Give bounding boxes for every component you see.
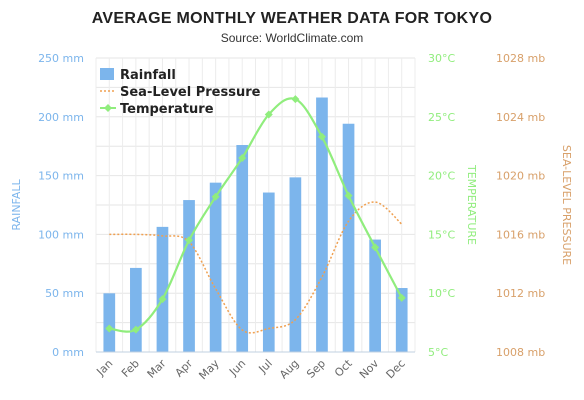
legend-label[interactable]: Temperature xyxy=(120,102,214,117)
x-tick-label: Sep xyxy=(304,357,328,381)
x-tick-label: Nov xyxy=(357,357,382,382)
temperature-point xyxy=(397,293,406,302)
temperature-point xyxy=(344,191,353,200)
temperature-point xyxy=(131,325,140,334)
pressure-tick-label: 1008 mb xyxy=(496,346,545,359)
x-tick-label: Mar xyxy=(145,357,169,381)
rainfall-bar xyxy=(156,226,169,352)
temperature-point xyxy=(211,192,220,201)
rainfall-tick-label: 200 mm xyxy=(38,111,84,124)
temperature-point xyxy=(185,236,194,245)
pressure-tick-label: 1012 mb xyxy=(496,287,545,300)
pressure-tick-label: 1028 mb xyxy=(496,52,545,65)
x-tick-label: Jan xyxy=(94,357,116,379)
rainfall-bar xyxy=(262,192,275,352)
rainfall-bar xyxy=(209,182,222,352)
axes: Jan Feb Mar Apr May Jun Jul Aug Sep Oct Nov Dec 0 mm… xyxy=(10,52,573,382)
pressure-tick-label: 1016 mb xyxy=(496,228,545,241)
rainfall-bar xyxy=(342,123,355,352)
x-tick-label: Dec xyxy=(384,357,408,381)
rainfall-axis-title: RAINFALL xyxy=(10,178,23,230)
rainfall-tick-label: 50 mm xyxy=(45,287,84,300)
temperature-point xyxy=(291,95,300,104)
rainfall-bar xyxy=(316,97,328,352)
chart-title: AVERAGE MONTHLY WEATHER DATA FOR TOKYO xyxy=(92,10,492,27)
temperature-point xyxy=(158,295,167,304)
temperature-point xyxy=(105,324,114,333)
rainfall-tick-label: 150 mm xyxy=(38,170,84,183)
temperature-tick-label: 10°C xyxy=(428,287,455,300)
legend[interactable]: Rainfall Sea-Level Pressure Temperature xyxy=(100,68,261,117)
rainfall-bar xyxy=(103,293,116,352)
line-series xyxy=(105,95,406,334)
rainfall-tick-label: 100 mm xyxy=(38,228,84,241)
pressure-axis-title: SEA-LEVEL PRESSURE xyxy=(560,145,573,265)
rainfall-bar xyxy=(289,177,302,352)
pressure-tick-label: 1024 mb xyxy=(496,111,545,124)
temperature-tick-label: 15°C xyxy=(428,228,455,241)
legend-swatch-rainfall xyxy=(100,68,114,80)
rainfall-tick-label: 250 mm xyxy=(38,52,84,65)
temperature-tick-label: 5°C xyxy=(428,346,448,359)
temperature-tick-label: 25°C xyxy=(428,111,455,124)
pressure-line xyxy=(109,201,403,334)
temperature-axis-title: TEMPERATURE xyxy=(465,164,478,245)
x-tick-label: Jul xyxy=(256,357,275,376)
x-tick-label: Oct xyxy=(332,356,355,379)
pressure-tick-label: 1020 mb xyxy=(496,170,545,183)
rainfall-bar xyxy=(183,200,195,352)
rainfall-bar xyxy=(236,145,249,352)
x-tick-label: Jun xyxy=(226,357,248,379)
legend-label[interactable]: Sea-Level Pressure xyxy=(120,85,261,100)
temperature-tick-label: 30°C xyxy=(428,52,455,65)
rainfall-tick-label: 0 mm xyxy=(52,346,84,359)
legend-label[interactable]: Rainfall xyxy=(120,68,176,83)
rainfall-bar xyxy=(395,288,408,352)
legend-marker-temperature xyxy=(104,104,112,112)
chart-subtitle: Source: WorldClimate.com xyxy=(221,31,364,45)
rainfall-bar xyxy=(130,267,142,352)
temperature-point xyxy=(238,153,247,162)
rainfall-bars xyxy=(103,97,408,352)
temperature-point xyxy=(371,243,380,252)
x-tick-label: May xyxy=(196,357,222,383)
temperature-tick-label: 20°C xyxy=(428,170,455,183)
x-tick-label: Aug xyxy=(277,357,301,381)
x-tick-label: Feb xyxy=(119,357,142,380)
rainfall-bar xyxy=(369,239,381,352)
x-tick-label: Apr xyxy=(173,357,196,380)
temperature-point xyxy=(317,132,326,141)
temperature-point xyxy=(264,110,273,119)
